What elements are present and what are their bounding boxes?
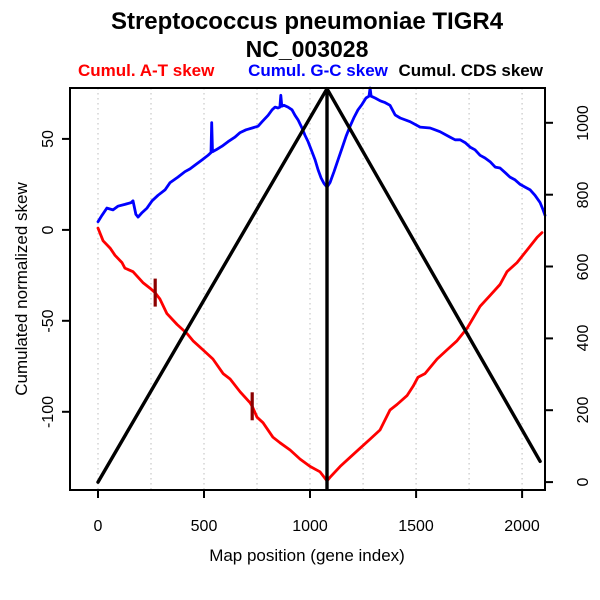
x-tick-label: 1500 bbox=[398, 518, 434, 535]
chart-title-line1: Streptococcus pneumoniae TIGR4 bbox=[110, 8, 504, 35]
y-right-tick-label: 600 bbox=[575, 253, 592, 281]
y-left-tick-label: -50 bbox=[40, 309, 57, 333]
gc-skew-line bbox=[96, 86, 547, 224]
legend-cds-skew: Cumul. CDS skew bbox=[398, 61, 543, 80]
x-tick-label: 2000 bbox=[504, 518, 540, 535]
x-tick-label: 500 bbox=[190, 518, 218, 535]
y-right-tick-label: 800 bbox=[575, 181, 592, 209]
legend-gc-skew: Cumul. G-C skew bbox=[248, 61, 388, 80]
y-left-tick-label: -100 bbox=[40, 395, 57, 429]
y-left-tick-label: 0 bbox=[40, 225, 57, 235]
x-tick-label: 1000 bbox=[292, 518, 328, 535]
y-right-tick-label: 400 bbox=[575, 324, 592, 352]
plot-box bbox=[69, 87, 546, 491]
y-right-tick-label: 200 bbox=[575, 396, 592, 424]
x-tick-label: 0 bbox=[93, 518, 103, 535]
chart-title-line2: NC_003028 bbox=[245, 36, 369, 62]
legend-at-skew: Cumul. A-T skew bbox=[78, 61, 215, 80]
y-left-tick-label: 50 bbox=[40, 130, 57, 148]
y-right-tick-label: 1000 bbox=[575, 105, 592, 141]
y-right-tick-label: 0 bbox=[575, 477, 592, 487]
y-axis-label: Cumulated normalized skew bbox=[12, 182, 31, 396]
x-axis-label: Map position (gene index) bbox=[209, 546, 405, 565]
at-skew-line bbox=[96, 226, 544, 483]
